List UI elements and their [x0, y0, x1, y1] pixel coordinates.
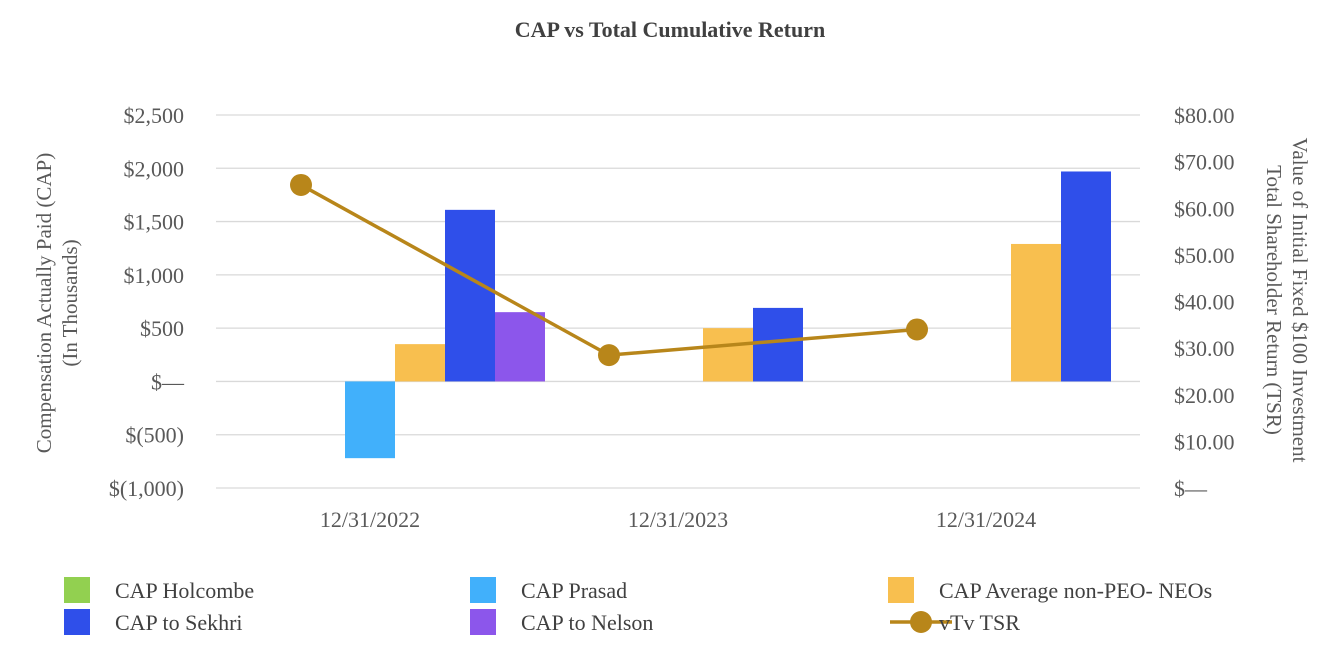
right-tick-label: $30.00	[1174, 336, 1235, 361]
legend-label: CAP to Nelson	[521, 610, 653, 635]
left-tick-label: $500	[140, 316, 184, 341]
left-axis-title-line2: (In Thousands)	[58, 239, 82, 366]
legend-label: CAP Prasad	[521, 578, 627, 603]
bar-cap-average-non-peo-neos	[703, 328, 753, 382]
left-tick-label: $2,000	[124, 156, 185, 181]
left-tick-label: $—	[151, 369, 185, 394]
chart-title: CAP vs Total Cumulative Return	[515, 17, 825, 42]
right-axis-title-line1: Value of Initial Fixed $100 Investment	[1288, 138, 1312, 463]
right-axis-title-line2: Total Shareholder Return (TSR)	[1262, 165, 1286, 435]
x-tick-label: 12/31/2024	[936, 507, 1036, 532]
bar-cap-to-sekhri	[753, 307, 803, 382]
legend-swatch	[470, 609, 496, 635]
legend-label: vTv TSR	[939, 610, 1020, 635]
bar-cap-average-non-peo-neos	[1011, 243, 1061, 382]
bar-cap-average-non-peo-neos	[395, 344, 445, 382]
legend: CAP Holcombe CAP Prasad CAP Average non-PE…	[64, 577, 1212, 635]
right-tick-label: $50.00	[1174, 243, 1235, 268]
tsr-line	[300, 183, 918, 357]
x-axis-ticks: 12/31/2022 12/31/2023 12/31/2024	[320, 507, 1036, 532]
legend-swatch	[470, 577, 496, 603]
right-tick-label: $—	[1174, 476, 1208, 501]
x-tick-label: 12/31/2023	[628, 507, 728, 532]
right-tick-label: $40.00	[1174, 290, 1235, 315]
right-axis-ticks: $80.00 $70.00 $60.00 $50.00 $40.00 $30.00 $20.…	[1174, 103, 1235, 501]
legend-label: CAP to Sekhri	[115, 610, 243, 635]
left-tick-label: $2,500	[124, 103, 185, 128]
legend-marker-swatch	[910, 611, 932, 633]
right-tick-label: $20.00	[1174, 383, 1235, 408]
left-tick-label: $(1,000)	[109, 476, 184, 501]
bar-cap-to-sekhri	[445, 209, 495, 382]
legend-label: CAP Holcombe	[115, 578, 254, 603]
bar-cap-to-sekhri	[1061, 171, 1111, 382]
tsr-line-series	[290, 173, 928, 367]
bar-cap-to-nelson	[495, 312, 545, 382]
tsr-point	[906, 318, 928, 341]
x-tick-label: 12/31/2022	[320, 507, 420, 532]
right-tick-label: $60.00	[1174, 196, 1235, 221]
bar-cap-prasad	[345, 381, 395, 459]
left-tick-label: $1,000	[124, 263, 185, 288]
legend-label: CAP Average non-PEO- NEOs	[939, 578, 1212, 603]
right-tick-label: $70.00	[1174, 150, 1235, 175]
left-tick-label: $(500)	[125, 423, 184, 448]
bar-series	[345, 171, 1111, 459]
right-tick-label: $10.00	[1174, 429, 1235, 454]
left-axis-ticks: $2,500 $2,000 $1,500 $1,000 $500 $— $(500) $(1,…	[109, 103, 185, 501]
tsr-point	[290, 173, 312, 196]
left-tick-label: $1,500	[124, 210, 185, 235]
legend-swatch	[64, 577, 90, 603]
legend-swatch	[888, 577, 914, 603]
right-tick-label: $80.00	[1174, 103, 1235, 128]
legend-swatch	[64, 609, 90, 635]
left-axis-title-line1: Compensation Actually Paid (CAP)	[32, 153, 56, 453]
tsr-point	[598, 344, 620, 367]
